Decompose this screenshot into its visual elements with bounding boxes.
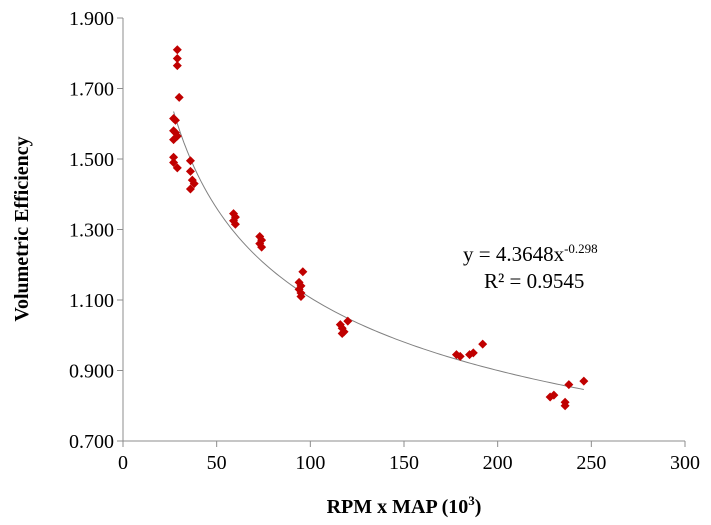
data-point [230, 219, 240, 229]
y-ticks: 0.700 0.900 1.100 1.300 1.500 1.700 1.900 [69, 8, 123, 453]
data-point [169, 158, 179, 168]
data-point [189, 179, 199, 189]
equation-label: y = 4.3648x-0.298 [463, 241, 598, 266]
data-point [257, 242, 267, 252]
power-trendline [173, 111, 584, 390]
data-point [185, 184, 195, 194]
x-tick-label: 150 [389, 452, 419, 474]
data-point [478, 339, 488, 349]
x-tick-label: 100 [295, 452, 325, 474]
data-point [549, 390, 559, 400]
data-point [337, 328, 347, 338]
axes [122, 18, 685, 442]
r-squared-label: R² = 0.9545 [484, 269, 584, 293]
data-point [172, 163, 182, 173]
data-point [185, 156, 195, 166]
data-point [185, 166, 195, 176]
data-point [560, 401, 570, 411]
y-tick-label: 1.900 [69, 8, 114, 30]
y-tick-label: 1.100 [69, 290, 114, 312]
y-tick-label: 1.300 [69, 220, 114, 242]
x-tick-label: 300 [670, 452, 700, 474]
data-point [468, 348, 478, 358]
y-tick-label: 0.900 [69, 361, 114, 383]
data-point [169, 152, 179, 162]
data-point [343, 316, 353, 326]
data-point [174, 92, 184, 102]
data-points [169, 45, 589, 411]
data-point [296, 291, 306, 301]
x-tick-label: 250 [576, 452, 606, 474]
data-point [170, 115, 180, 125]
data-point [455, 351, 465, 361]
x-axis-title: RPM x MAP (103) [327, 493, 482, 518]
y-tick-label: 1.700 [69, 79, 114, 101]
data-point [172, 54, 182, 64]
data-point [579, 376, 589, 386]
x-tick-label: 0 [118, 452, 128, 474]
y-axis-title: Volumetric Efficiency [11, 136, 33, 321]
data-point [298, 267, 308, 277]
data-point [172, 61, 182, 71]
data-point [172, 45, 182, 55]
x-tick-label: 200 [483, 452, 513, 474]
data-point [169, 135, 179, 145]
data-point [564, 380, 574, 390]
x-ticks: 0 50 100 150 200 250 300 [118, 441, 700, 474]
y-tick-label: 1.500 [69, 149, 114, 171]
x-tick-label: 50 [207, 452, 227, 474]
y-tick-label: 0.700 [69, 431, 114, 453]
